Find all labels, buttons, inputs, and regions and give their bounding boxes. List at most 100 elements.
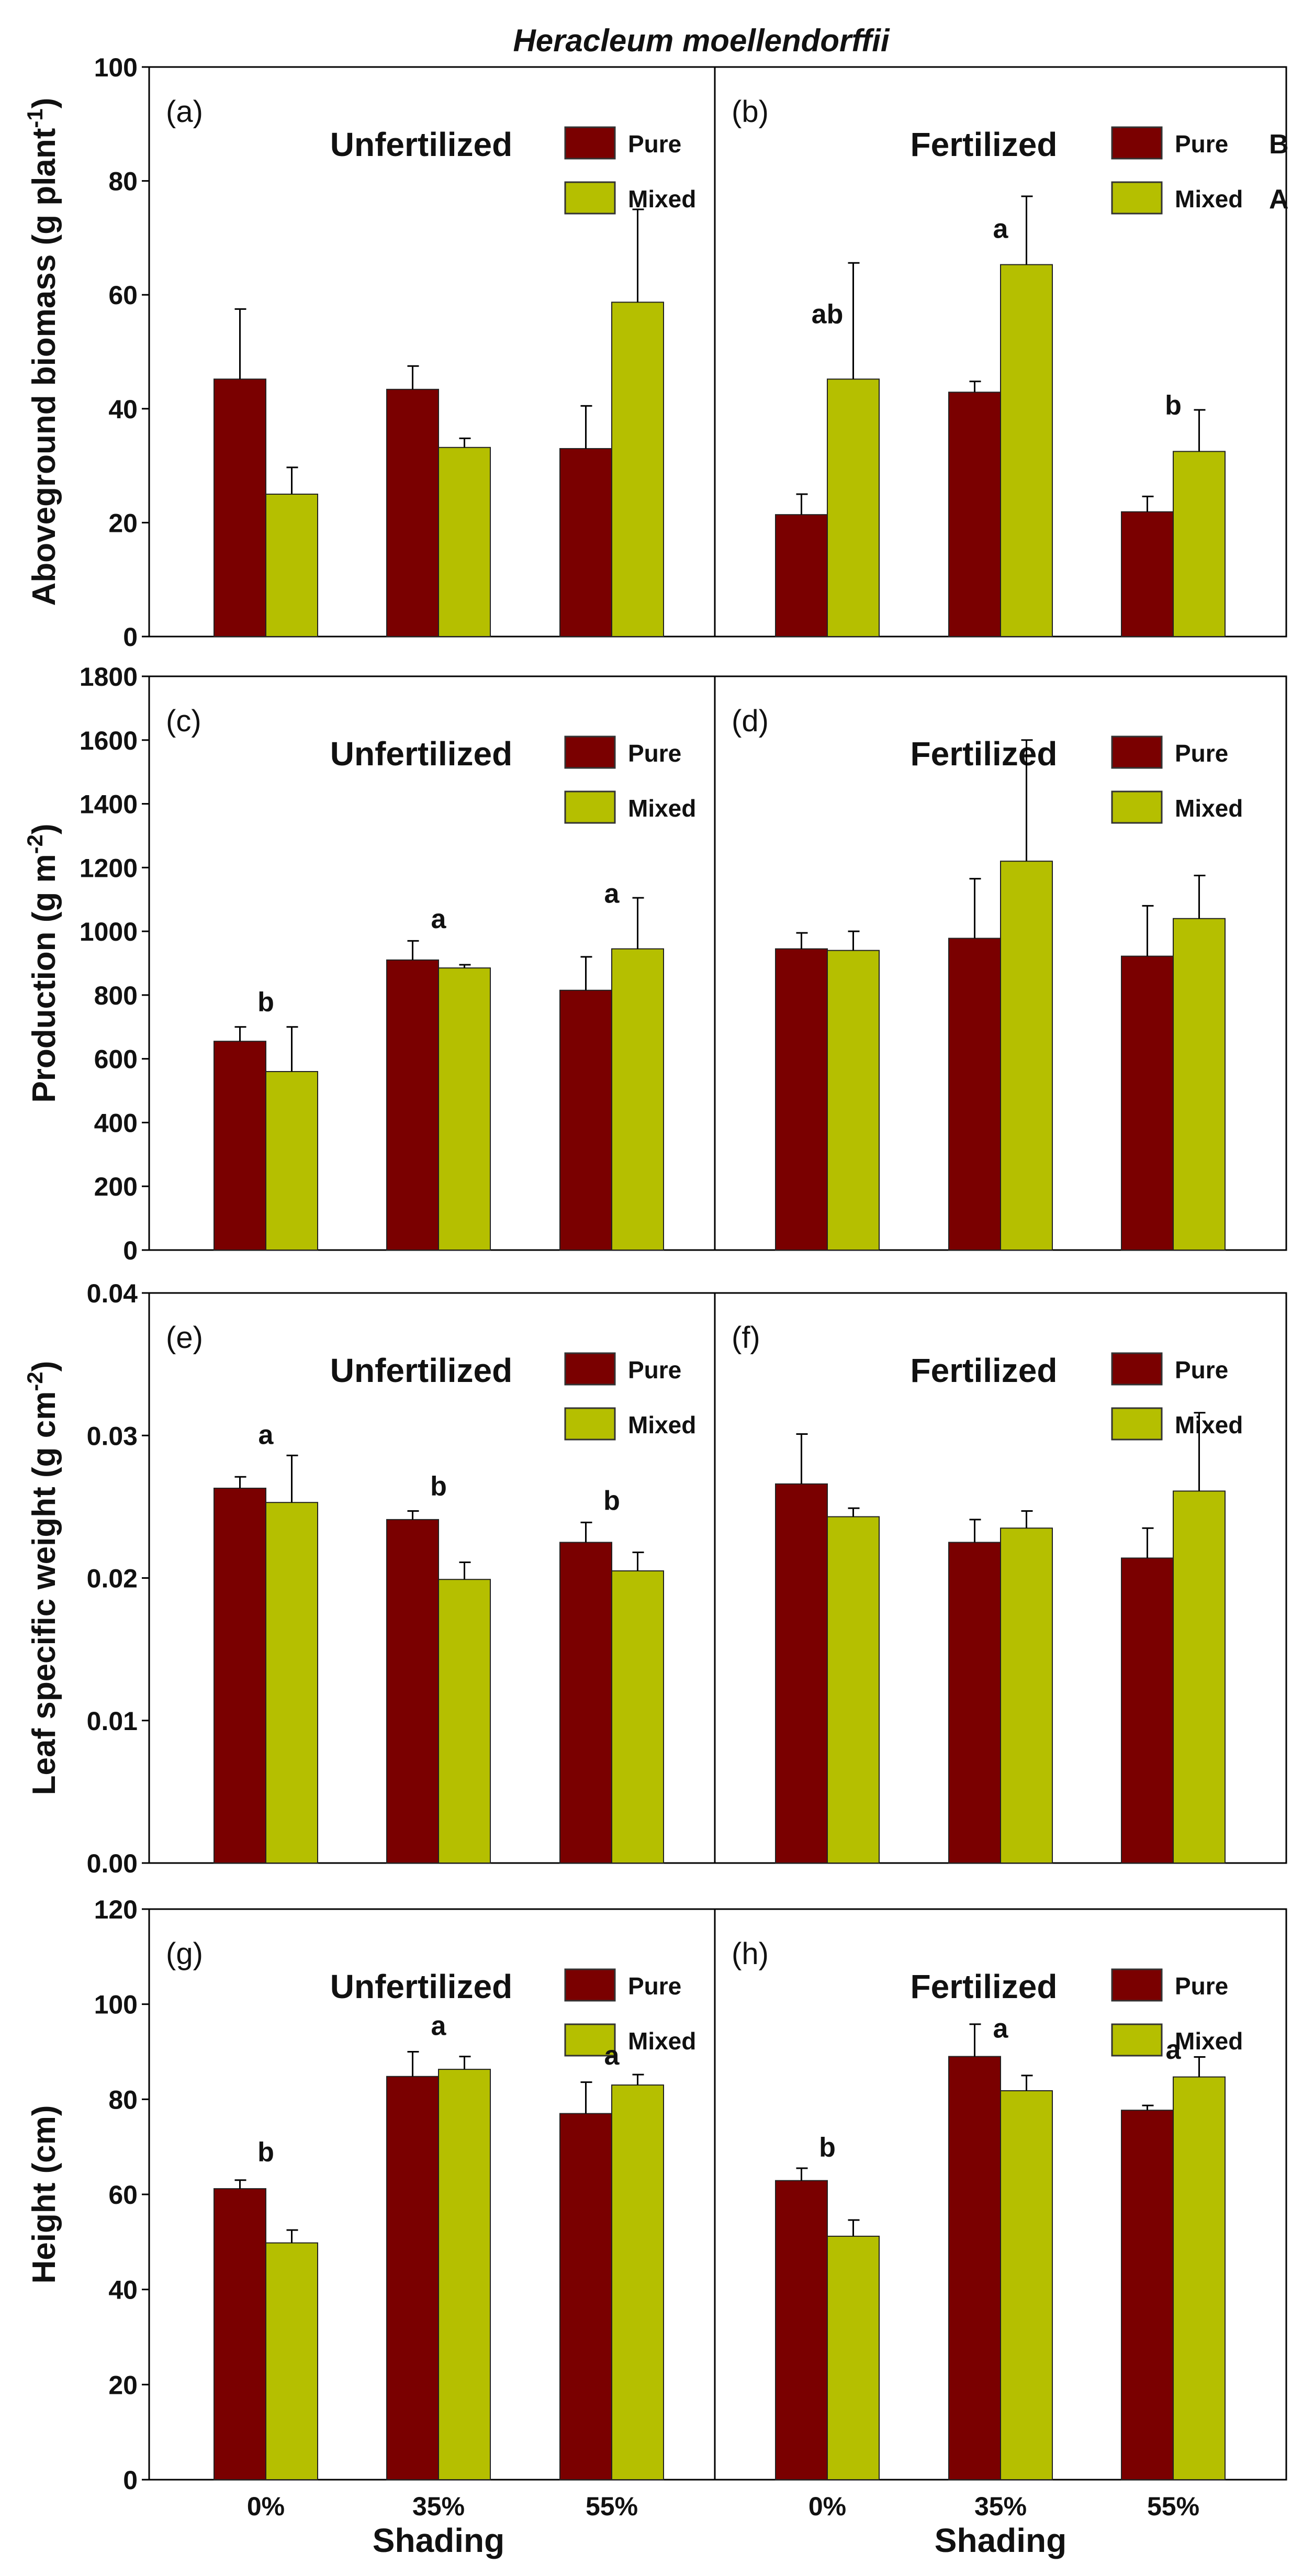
y-tick-label: 60 — [108, 2180, 138, 2210]
bar-mixed — [611, 302, 664, 637]
legend-label-mixed: Mixed — [628, 185, 696, 213]
panel-label: (h) — [732, 1937, 769, 1971]
y-tick-label: 1000 — [80, 917, 138, 946]
legend-label-pure: Pure — [628, 130, 681, 158]
y-tick-label: 60 — [108, 281, 138, 310]
bar-mixed — [827, 378, 880, 637]
y-axis-label: Leaf specific weight (g cm-2) — [23, 1361, 62, 1796]
significance-letter: a — [1166, 2035, 1182, 2065]
significance-letter: b — [819, 2132, 836, 2162]
x-axis-label: Shading — [935, 2522, 1066, 2559]
bar-mixed — [1173, 451, 1226, 638]
legend-swatch-pure — [1111, 735, 1163, 769]
y-tick-label: 0 — [123, 622, 138, 652]
x-axis-label: Shading — [373, 2522, 504, 2559]
legend-label-mixed: Mixed — [628, 1411, 696, 1438]
bar-mixed — [438, 447, 491, 637]
legend-swatch-mixed — [564, 790, 616, 824]
x-tick-label: 35% — [412, 2492, 465, 2521]
panel-title: Fertilized — [911, 735, 1058, 773]
y-axis-label-text: Leaf specific weight (g cm — [26, 1391, 62, 1796]
y-axis-label: Aboveground biomass (g plant-1) — [23, 98, 62, 606]
bar-mixed — [438, 2069, 491, 2481]
y-tick-label: 40 — [108, 2276, 138, 2305]
y-tick-label: 0.00 — [87, 1849, 138, 1878]
bar-pure — [948, 938, 1001, 1251]
y-tick-label: 0.02 — [87, 1564, 138, 1593]
bar-pure — [214, 378, 266, 637]
y-axis-label-superscript: -2 — [23, 1371, 47, 1391]
bar-pure — [1121, 1557, 1174, 1864]
bar-pure — [559, 989, 612, 1251]
bar-mixed — [611, 2084, 664, 2480]
significance-letter: a — [259, 1420, 274, 1451]
y-tick-label: 0 — [123, 1236, 138, 1265]
y-tick-label: 100 — [94, 53, 138, 82]
legend-swatch-mixed — [1111, 181, 1163, 215]
y-axis-label-superscript: -1 — [23, 108, 47, 128]
y-tick-label: 120 — [94, 1895, 138, 1924]
y-axis-label-end: ) — [26, 1361, 62, 1372]
legend-label-pure: Pure — [1175, 740, 1228, 767]
panel-label: (b) — [732, 95, 769, 129]
panel-label: (e) — [166, 1321, 203, 1355]
y-axis-label: Production (g m-2) — [23, 823, 62, 1102]
bar-pure — [1121, 2110, 1174, 2481]
significance-letter: a — [431, 904, 447, 934]
bar-pure — [214, 1487, 266, 1864]
bar-pure — [948, 2056, 1001, 2480]
y-tick-label: 800 — [94, 981, 138, 1010]
y-axis-label: Height (cm) — [26, 2105, 62, 2284]
x-tick-label: 0% — [808, 2492, 846, 2521]
y-axis-label-end: ) — [26, 98, 62, 109]
significance-letter: b — [257, 2137, 274, 2167]
legend-swatch-pure — [1111, 1352, 1163, 1386]
bar-pure — [386, 959, 439, 1251]
bar-pure — [559, 1542, 612, 1864]
bar-pure — [386, 2076, 439, 2481]
significance-letter: a — [993, 2013, 1009, 2044]
y-tick-label: 0 — [123, 2466, 138, 2495]
legend-label-mixed: Mixed — [628, 795, 696, 822]
legend-significance-mark: B — [1269, 129, 1289, 160]
bar-mixed — [827, 2235, 880, 2480]
bar-mixed — [827, 1516, 880, 1864]
panel-a: 0 20 40 60 80 100 Aboveground biomass (g plant… — [23, 53, 716, 652]
legend-label-mixed: Mixed — [628, 2027, 696, 2055]
bar-pure — [775, 2180, 828, 2480]
legend-swatch-pure — [564, 735, 616, 769]
bar-mixed — [1173, 918, 1226, 1251]
panel-h: (h) Fertilized Pure Mixed b a a 0% 35% 55% Shading — [714, 1908, 1287, 2559]
panel-title: Fertilized — [911, 1352, 1058, 1389]
bar-mixed — [265, 1502, 318, 1864]
y-axis-label-text: Production (g m — [26, 854, 62, 1102]
significance-letter: b — [430, 1471, 447, 1502]
panel-c: 0 200 400 600 800 1000 1200 1400 1600 1800 Product… — [23, 662, 716, 1265]
y-tick-label: 1600 — [80, 726, 138, 755]
bar-pure — [1121, 955, 1174, 1251]
panel-label: (g) — [166, 1937, 203, 1971]
significance-letter: ab — [812, 299, 844, 330]
figure-title: Heracleum moellendorffii — [513, 23, 890, 58]
legend-label-mixed: Mixed — [1175, 185, 1243, 213]
bar-pure — [559, 2113, 612, 2480]
bar-pure — [1121, 511, 1174, 638]
legend-label-pure: Pure — [1175, 130, 1228, 158]
panel-label: (c) — [166, 704, 201, 738]
legend-swatch-mixed — [564, 181, 616, 215]
bar-pure — [948, 392, 1001, 637]
bar-mixed — [265, 2242, 318, 2480]
y-tick-label: 20 — [108, 2370, 138, 2400]
panel-label: (f) — [732, 1321, 760, 1355]
panels: 0 20 40 60 80 100 Aboveground biomass (g plant… — [23, 53, 1289, 2559]
bar-mixed — [1000, 2090, 1053, 2481]
significance-letter: b — [257, 987, 274, 1017]
y-tick-label: 0.03 — [87, 1421, 138, 1451]
legend-swatch-mixed — [564, 1407, 616, 1441]
legend-label-mixed: Mixed — [1175, 1411, 1243, 1438]
significance-letter: a — [604, 2040, 620, 2071]
legend-swatch-mixed — [1111, 2023, 1163, 2057]
bar-mixed — [1000, 264, 1053, 637]
bar-pure — [775, 1483, 828, 1864]
